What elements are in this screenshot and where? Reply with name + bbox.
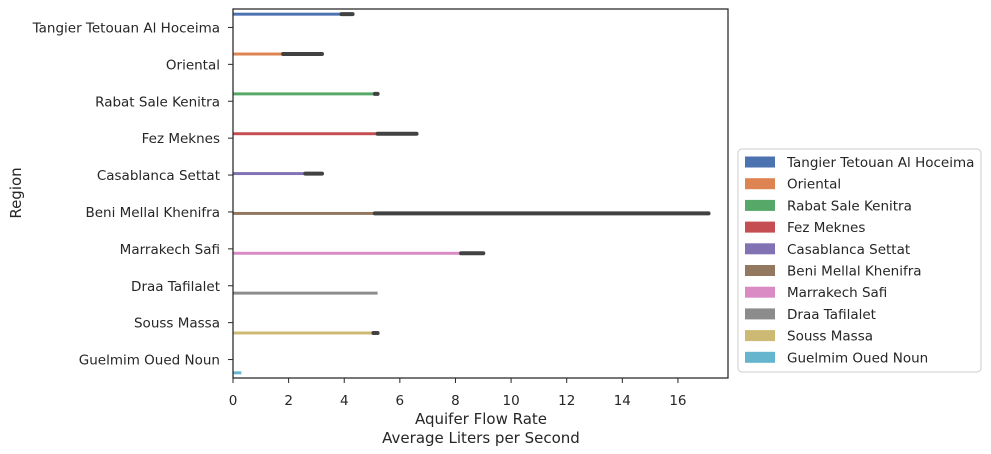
bar <box>233 251 464 255</box>
x-tick-label: 10 <box>502 393 519 409</box>
y-tick-label: Fez Meknes <box>142 131 220 147</box>
plot-frame <box>232 8 729 379</box>
legend-label: Beni Mellal Khenifra <box>787 264 922 280</box>
legend-swatch <box>745 351 775 363</box>
legend-frame <box>737 148 982 373</box>
legend-label: Fez Meknes <box>787 220 865 236</box>
bar <box>233 172 306 176</box>
y-tick-label: Guelmim Oued Noun <box>79 353 220 369</box>
legend-swatch <box>745 221 775 233</box>
bar <box>233 291 378 295</box>
x-axis-label: Aquifer Flow Rate <box>415 410 547 428</box>
legend-items: Tangier Tetouan Al Hoceima Oriental Rabat … <box>745 155 974 366</box>
y-tick-label: Tangier Tetouan Al Hoceima <box>32 20 220 36</box>
bar <box>233 12 345 16</box>
y-tick-label: Beni Mellal Khenifra <box>85 205 220 221</box>
legend-label: Casablanca Settat <box>787 242 910 258</box>
y-axis-label: Region <box>7 167 25 218</box>
y-tick-label: Marrakech Safi <box>120 242 220 258</box>
legend: Tangier Tetouan Al Hoceima Oriental Rabat … <box>737 148 982 373</box>
legend-label: Draa Tafilalet <box>787 307 876 323</box>
y-tick-label: Casablanca Settat <box>97 168 220 184</box>
bar <box>233 371 242 375</box>
legend-swatch <box>745 265 775 276</box>
legend-label: Marrakech Safi <box>787 285 887 301</box>
legend-swatch <box>745 243 775 255</box>
legend-label: Oriental <box>787 177 841 193</box>
x-axis-label-line2: Average Liters per Second <box>382 429 580 447</box>
legend-label: Tangier Tetouan Al Hoceima <box>786 155 974 171</box>
bar <box>233 52 286 56</box>
x-tick-label: 6 <box>396 393 405 409</box>
x-tick-label: 0 <box>229 393 238 409</box>
legend-label: Guelmim Oued Noun <box>787 350 928 366</box>
y-tick-label: Souss Massa <box>134 316 220 332</box>
x-tick-label: 8 <box>451 393 460 409</box>
error-bars-layer <box>281 12 711 335</box>
legend-swatch <box>745 199 775 211</box>
x-tick-label: 4 <box>340 393 349 409</box>
x-tick-label: 12 <box>558 393 575 409</box>
legend-label: Rabat Sale Kenitra <box>787 198 912 214</box>
bars-layer <box>233 12 464 375</box>
bar <box>233 132 378 136</box>
legend-swatch <box>745 156 775 168</box>
y-tick-label: Draa Tafilalet <box>131 279 220 295</box>
legend-label: Souss Massa <box>787 329 873 345</box>
legend-swatch <box>745 330 775 342</box>
legend-swatch <box>745 178 775 190</box>
y-axis-ticks: Tangier Tetouan Al Hoceima Oriental Rabat … <box>32 20 233 369</box>
x-tick-label: 14 <box>614 393 631 409</box>
bar <box>233 211 378 215</box>
y-tick-label: Rabat Sale Kenitra <box>95 94 220 110</box>
legend-swatch <box>745 308 775 320</box>
x-tick-label: 2 <box>284 393 293 409</box>
legend-swatch <box>745 286 775 298</box>
bar <box>233 92 377 96</box>
bar <box>233 331 375 335</box>
x-axis-ticks: 0 2 4 6 8 10 12 14 16 <box>229 378 687 409</box>
y-tick-label: Oriental <box>166 57 220 73</box>
x-tick-label: 16 <box>669 393 686 409</box>
